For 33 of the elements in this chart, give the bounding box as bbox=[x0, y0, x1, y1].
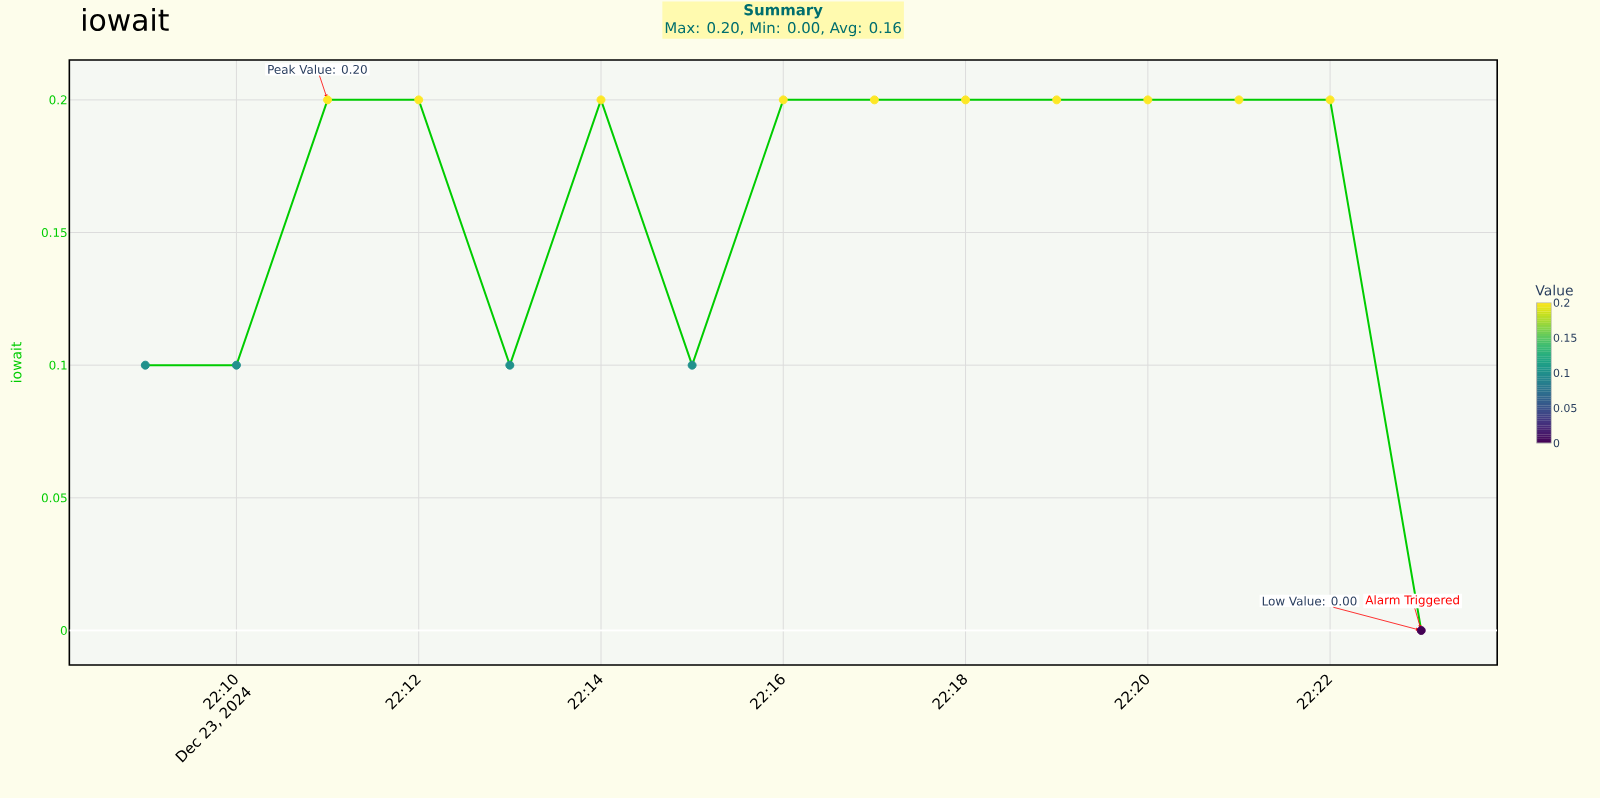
point bbox=[596, 95, 606, 105]
color-bar-label: 0.1 bbox=[1553, 368, 1570, 377]
color-bar-label: 0.05 bbox=[1553, 403, 1577, 412]
point bbox=[414, 95, 424, 105]
point bbox=[869, 95, 879, 105]
point bbox=[505, 360, 515, 370]
y-tick-label: 0.15 bbox=[41, 227, 67, 237]
point bbox=[1325, 95, 1335, 105]
y-tick-label: 0.2 bbox=[49, 95, 67, 105]
annotation: Alarm Triggered bbox=[1365, 594, 1459, 607]
point bbox=[1416, 625, 1426, 635]
point bbox=[961, 95, 971, 105]
color-bar-label: 0.2 bbox=[1553, 298, 1570, 307]
point bbox=[231, 360, 241, 370]
y-tick-label: 0.05 bbox=[41, 493, 67, 503]
y-axis-title: iowait bbox=[10, 341, 22, 382]
y-tick-label: 0 bbox=[60, 625, 67, 635]
point bbox=[687, 360, 697, 370]
color-bar-title: Value bbox=[1535, 284, 1573, 296]
y-tick-label: 0.1 bbox=[49, 360, 67, 370]
color-bar-label: 0.15 bbox=[1553, 333, 1577, 342]
annotation: Low Value: 0.00 bbox=[1262, 596, 1357, 606]
point bbox=[140, 360, 150, 370]
point bbox=[778, 95, 788, 105]
point bbox=[323, 95, 333, 105]
annotation: Peak Value: 0.20 bbox=[268, 64, 367, 74]
text: Summary bbox=[744, 3, 823, 19]
point bbox=[1052, 95, 1062, 105]
text: Max: 0.20, Min: 0.00, Avg: 0.16 bbox=[665, 21, 901, 36]
point bbox=[1234, 95, 1244, 105]
chart-title: iowait bbox=[83, 7, 169, 31]
color-bar-label: 0 bbox=[1553, 438, 1560, 448]
point bbox=[1143, 95, 1153, 105]
